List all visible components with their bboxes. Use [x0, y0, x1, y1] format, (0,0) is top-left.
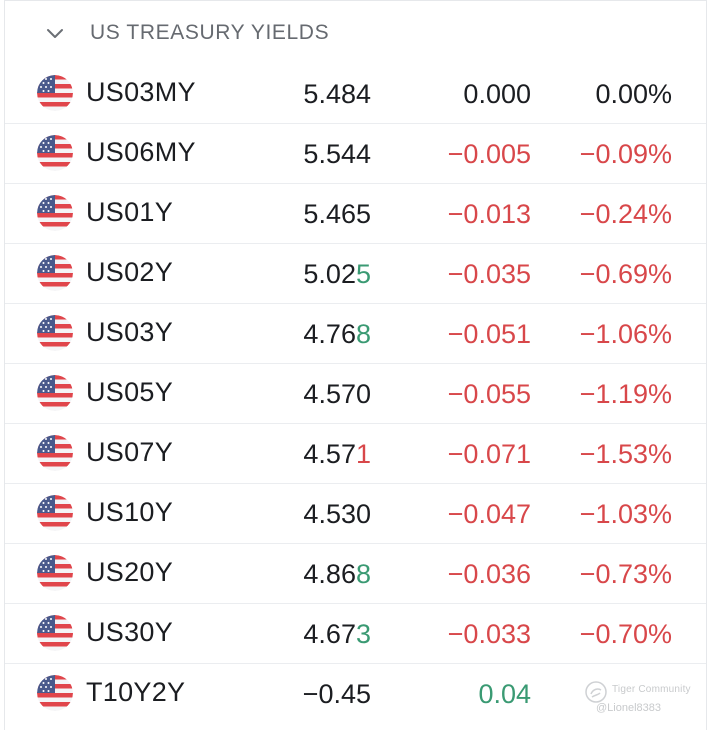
us-flag-icon — [37, 75, 73, 111]
change-percent: −0.09% — [579, 139, 672, 169]
yield-main-digits: 4.76 — [303, 319, 356, 349]
yield-value: 4.530 — [303, 499, 371, 530]
change-percent: −1.53% — [579, 439, 672, 469]
change-percent: −0.73% — [579, 559, 672, 589]
quote-row[interactable]: US10Y 4.530 −0.047 −1.03% — [5, 484, 706, 544]
yield-value: 5.465 — [303, 199, 371, 230]
quote-row[interactable]: US05Y 4.570 −0.055 −1.19% — [5, 364, 706, 424]
yield-value: 5.544 — [303, 139, 371, 170]
yield-last-digit: 8 — [355, 319, 371, 349]
us-flag-icon — [37, 615, 73, 651]
yield-value: −0.45 — [303, 679, 371, 710]
quote-row[interactable]: US30Y 4.673 −0.033 −0.70% — [5, 604, 706, 664]
change-value: −0.047 — [447, 499, 531, 529]
us-flag-icon — [37, 555, 73, 591]
change-percent: −0.24% — [579, 199, 672, 229]
yield-value: 5.484 — [303, 79, 371, 110]
us-flag-icon — [37, 435, 73, 471]
change-percent: −0.69% — [579, 259, 672, 289]
us-flag-icon — [37, 375, 73, 411]
change-percent: −0.70% — [579, 619, 672, 649]
change-value: −0.071 — [447, 439, 531, 469]
yield-last-digit: 3 — [355, 619, 371, 649]
us-flag-icon — [37, 195, 73, 231]
quote-row[interactable]: US03MY 5.484 0.000 0.00% — [5, 64, 706, 124]
change-percent: −1.03% — [579, 499, 672, 529]
yield-value: 5.025 — [303, 259, 371, 290]
symbol: US07Y — [86, 437, 174, 467]
symbol: US30Y — [86, 617, 174, 647]
change-value: −0.005 — [447, 139, 531, 169]
watermark-user: @Lionel8383 — [596, 702, 661, 714]
us-flag-icon — [37, 255, 73, 291]
section-header[interactable]: US TREASURY YIELDS — [5, 1, 706, 64]
symbol: US06MY — [86, 137, 196, 167]
symbol: US20Y — [86, 557, 174, 587]
section-title: US TREASURY YIELDS — [90, 21, 330, 44]
watermark-brand: Tiger Community — [612, 684, 691, 695]
yield-main-digits: 5.465 — [303, 199, 371, 229]
yield-main-digits: 5.544 — [303, 139, 371, 169]
quote-row[interactable]: T10Y2Y −0.45 0.04 — [5, 664, 706, 723]
chevron-down-icon[interactable] — [45, 25, 65, 41]
yield-main-digits: 4.530 — [303, 499, 371, 529]
change-value: −0.055 — [447, 379, 531, 409]
yield-main-digits: 5.484 — [303, 79, 371, 109]
yield-main-digits: 4.57 — [303, 439, 356, 469]
treasury-yields-panel: US TREASURY YIELDS US03MY 5.484 0.000 0.00% — [4, 0, 707, 730]
change-value: −0.033 — [447, 619, 531, 649]
us-flag-icon — [37, 135, 73, 171]
change-percent: −1.19% — [579, 379, 672, 409]
change-value: −0.013 — [447, 199, 531, 229]
quote-row[interactable]: US01Y 5.465 −0.013 −0.24% — [5, 184, 706, 244]
change-value: −0.036 — [447, 559, 531, 589]
yield-last-digit: 1 — [355, 439, 371, 469]
change-value: 0.04 — [478, 679, 531, 709]
yield-value: 4.768 — [303, 319, 371, 350]
change-percent: 0.00% — [595, 79, 672, 109]
quote-row[interactable]: US02Y 5.025 −0.035 −0.69% — [5, 244, 706, 304]
yield-main-digits: 4.570 — [303, 379, 371, 409]
change-percent: −1.06% — [579, 319, 672, 349]
yield-last-digit: 8 — [355, 559, 371, 589]
symbol: US10Y — [86, 497, 174, 527]
us-flag-icon — [37, 495, 73, 531]
tiger-logo-icon — [585, 681, 607, 703]
yield-main-digits: 4.67 — [303, 619, 356, 649]
quote-row[interactable]: US20Y 4.868 −0.036 −0.73% — [5, 544, 706, 604]
symbol: US03MY — [86, 77, 196, 107]
us-flag-icon — [37, 675, 73, 711]
change-value: −0.035 — [447, 259, 531, 289]
symbol: US03Y — [86, 317, 174, 347]
change-value: −0.051 — [447, 319, 531, 349]
quote-row[interactable]: US03Y 4.768 −0.051 −1.06% — [5, 304, 706, 364]
yield-value: 4.571 — [303, 439, 371, 470]
quote-row[interactable]: US06MY 5.544 −0.005 −0.09% — [5, 124, 706, 184]
yield-value: 4.673 — [303, 619, 371, 650]
quote-list: US03MY 5.484 0.000 0.00% US06MY 5.544 −0.005 −… — [5, 64, 706, 723]
yield-last-digit: 5 — [355, 259, 371, 289]
yield-main-digits: −0.45 — [302, 679, 371, 709]
symbol: US05Y — [86, 377, 174, 407]
us-flag-icon — [37, 315, 73, 351]
quote-row[interactable]: US07Y 4.571 −0.071 −1.53% — [5, 424, 706, 484]
change-value: 0.000 — [463, 79, 531, 109]
yield-main-digits: 5.02 — [303, 259, 356, 289]
watermark: Tiger Community @Lionel8383 — [576, 678, 696, 722]
yield-value: 4.570 — [303, 379, 371, 410]
symbol: T10Y2Y — [86, 677, 186, 707]
yield-main-digits: 4.86 — [303, 559, 356, 589]
symbol: US02Y — [86, 257, 174, 287]
yield-value: 4.868 — [303, 559, 371, 590]
symbol: US01Y — [86, 197, 174, 227]
